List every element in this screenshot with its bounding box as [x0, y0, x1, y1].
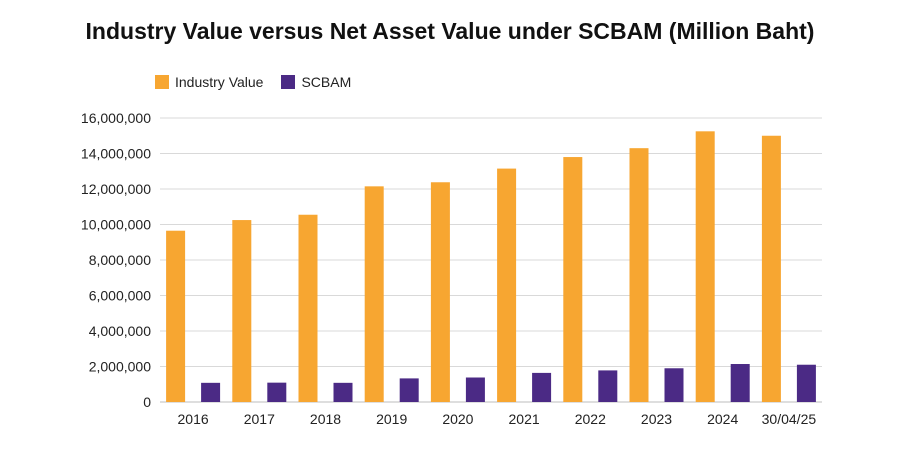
x-tick-label: 2016: [178, 411, 209, 427]
legend-label-scbam: SCBAM: [301, 74, 352, 90]
y-tick-label: 4,000,000: [89, 323, 151, 339]
x-tick-label: 30/04/25: [762, 411, 817, 427]
legend-swatch-scbam: [281, 75, 296, 89]
y-tick-label: 0: [143, 394, 151, 410]
bar-scbam: [201, 382, 221, 402]
y-tick-label: 2,000,000: [89, 359, 151, 375]
y-tick-label: 6,000,000: [89, 288, 151, 304]
bar-industry-value: [298, 214, 318, 402]
bar-scbam: [730, 364, 750, 402]
chart-title: Industry Value versus Net Asset Value un…: [85, 18, 815, 44]
bar-scbam: [664, 368, 684, 402]
legend-swatch-industry-value: [155, 75, 169, 89]
bar-industry-value: [563, 157, 583, 402]
y-tick-label: 8,000,000: [89, 252, 151, 268]
y-tick-label: 10,000,000: [81, 217, 151, 233]
bar-scbam: [532, 372, 552, 402]
x-tick-label: 2020: [442, 411, 473, 427]
x-tick-label: 2022: [575, 411, 606, 427]
x-tick-label: 2017: [244, 411, 275, 427]
bar-scbam: [333, 382, 353, 402]
bar-industry-value: [761, 135, 781, 402]
bar-scbam: [267, 382, 287, 402]
bar-industry-value: [364, 186, 384, 402]
bar-industry-value: [232, 220, 252, 402]
legend-item-scbam: SCBAM: [281, 74, 351, 90]
bar-industry-value: [430, 182, 450, 402]
bar-scbam: [465, 377, 485, 402]
bar-scbam: [399, 378, 419, 402]
bar-scbam: [796, 364, 816, 402]
x-tick-label: 2018: [310, 411, 341, 427]
y-tick-label: 14,000,000: [81, 146, 151, 162]
x-tick-label: 2023: [641, 411, 672, 427]
bar-industry-value: [497, 168, 517, 402]
bar-scbam: [598, 370, 618, 402]
x-tick-label: 2024: [707, 411, 738, 427]
bar-industry-value: [166, 230, 186, 402]
bar-industry-value: [695, 131, 715, 402]
legend: Industry Value SCBAM: [155, 74, 369, 90]
bar-industry-value: [629, 148, 649, 402]
x-tick-label: 2021: [509, 411, 540, 427]
y-tick-label: 12,000,000: [81, 181, 151, 197]
y-tick-label: 16,000,000: [81, 110, 151, 126]
legend-item-industry-value: Industry Value: [155, 74, 263, 90]
x-tick-label: 2019: [376, 411, 407, 427]
legend-label-industry-value: Industry Value: [175, 74, 264, 90]
